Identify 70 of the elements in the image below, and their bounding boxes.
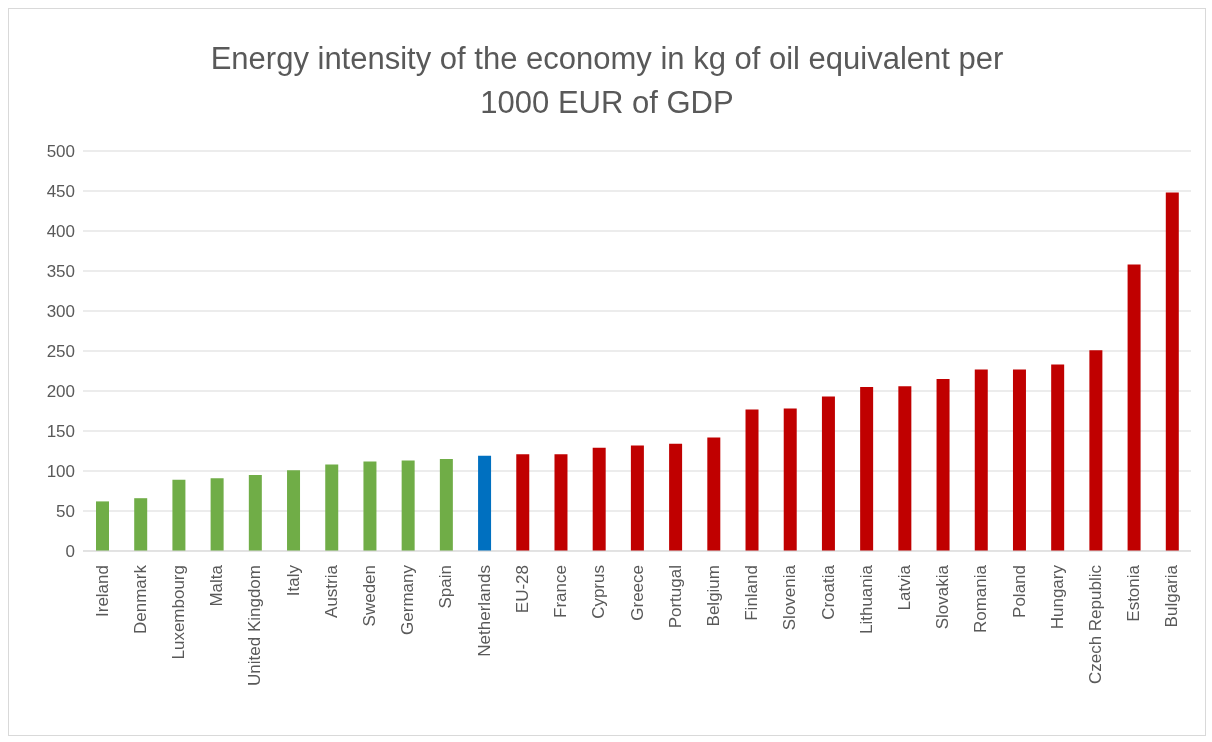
bar <box>516 454 530 551</box>
bar <box>592 447 606 551</box>
bar <box>210 478 224 551</box>
x-tick-label: Poland <box>1009 565 1029 618</box>
x-tick-label: United Kingdom <box>245 565 265 686</box>
bar <box>248 475 262 551</box>
bar <box>1012 369 1026 551</box>
bar <box>134 498 148 551</box>
bar <box>630 445 644 551</box>
bar <box>974 369 988 551</box>
y-tick-label: 400 <box>46 222 75 242</box>
x-tick-label: Netherlands <box>474 565 494 657</box>
bar <box>172 479 186 551</box>
x-tick-label: Italy <box>283 564 303 597</box>
x-tick-label: Estonia <box>1124 564 1144 622</box>
y-tick-label: 450 <box>46 182 75 202</box>
x-tick-label: Latvia <box>894 564 914 611</box>
bar <box>439 459 453 551</box>
y-tick-label: 100 <box>46 462 75 482</box>
x-tick-label: Luxembourg <box>169 565 189 660</box>
y-tick-label: 500 <box>46 142 75 162</box>
bar <box>325 464 339 551</box>
bar <box>860 387 874 551</box>
x-tick-label: Hungary <box>1047 564 1067 630</box>
x-tick-label: Denmark <box>130 564 150 634</box>
bar <box>745 409 759 551</box>
x-tick-label: Slovenia <box>780 564 800 631</box>
x-tick-label: Czech Republic <box>1085 564 1105 685</box>
x-tick-label: Lithuania <box>856 564 876 635</box>
chart-title: Energy intensity of the economy in kg of oil equivalent per 1000 EUR of GDP <box>209 40 1005 120</box>
bar <box>821 396 835 551</box>
bar <box>1165 192 1179 551</box>
y-tick-label: 250 <box>46 342 75 362</box>
bar <box>478 455 492 551</box>
bar <box>1051 364 1065 551</box>
x-tick-label: Croatia <box>818 564 838 620</box>
bar <box>669 443 683 551</box>
bar <box>363 461 377 551</box>
y-tick-label: 200 <box>46 382 75 402</box>
x-tick-label: Sweden <box>360 565 380 627</box>
y-tick-label: 150 <box>46 422 75 442</box>
x-tick-label: Spain <box>436 565 456 609</box>
y-tick-label: 0 <box>65 542 75 562</box>
x-tick-label: Ireland <box>92 565 112 617</box>
x-tick-label: Romania <box>971 564 991 634</box>
x-tick-label: France <box>551 565 571 618</box>
bar <box>936 379 950 551</box>
bar <box>1089 350 1103 551</box>
x-tick-label: Cyprus <box>589 565 609 619</box>
bar <box>96 501 109 551</box>
x-tick-label: Germany <box>398 564 418 635</box>
x-tick-label: Portugal <box>665 565 685 629</box>
x-tick-label: Bulgaria <box>1162 564 1182 628</box>
x-tick-label: EU-28 <box>512 565 532 614</box>
bar <box>287 470 301 551</box>
x-tick-label: Greece <box>627 565 647 621</box>
x-tick-label: Slovakia <box>933 564 953 630</box>
x-tick-label: Austria <box>321 564 341 618</box>
bar <box>554 454 568 551</box>
bar <box>401 460 415 551</box>
x-tick-label: Malta <box>207 564 227 607</box>
x-tick-label: Finland <box>742 565 762 621</box>
bar <box>898 386 912 551</box>
bar <box>707 437 721 551</box>
y-tick-label: 350 <box>46 262 75 282</box>
y-tick-label: 300 <box>46 302 75 322</box>
bar <box>783 408 797 551</box>
bar <box>1127 264 1141 551</box>
y-tick-label: 50 <box>56 502 75 522</box>
x-tick-label: Belgium <box>703 565 723 627</box>
